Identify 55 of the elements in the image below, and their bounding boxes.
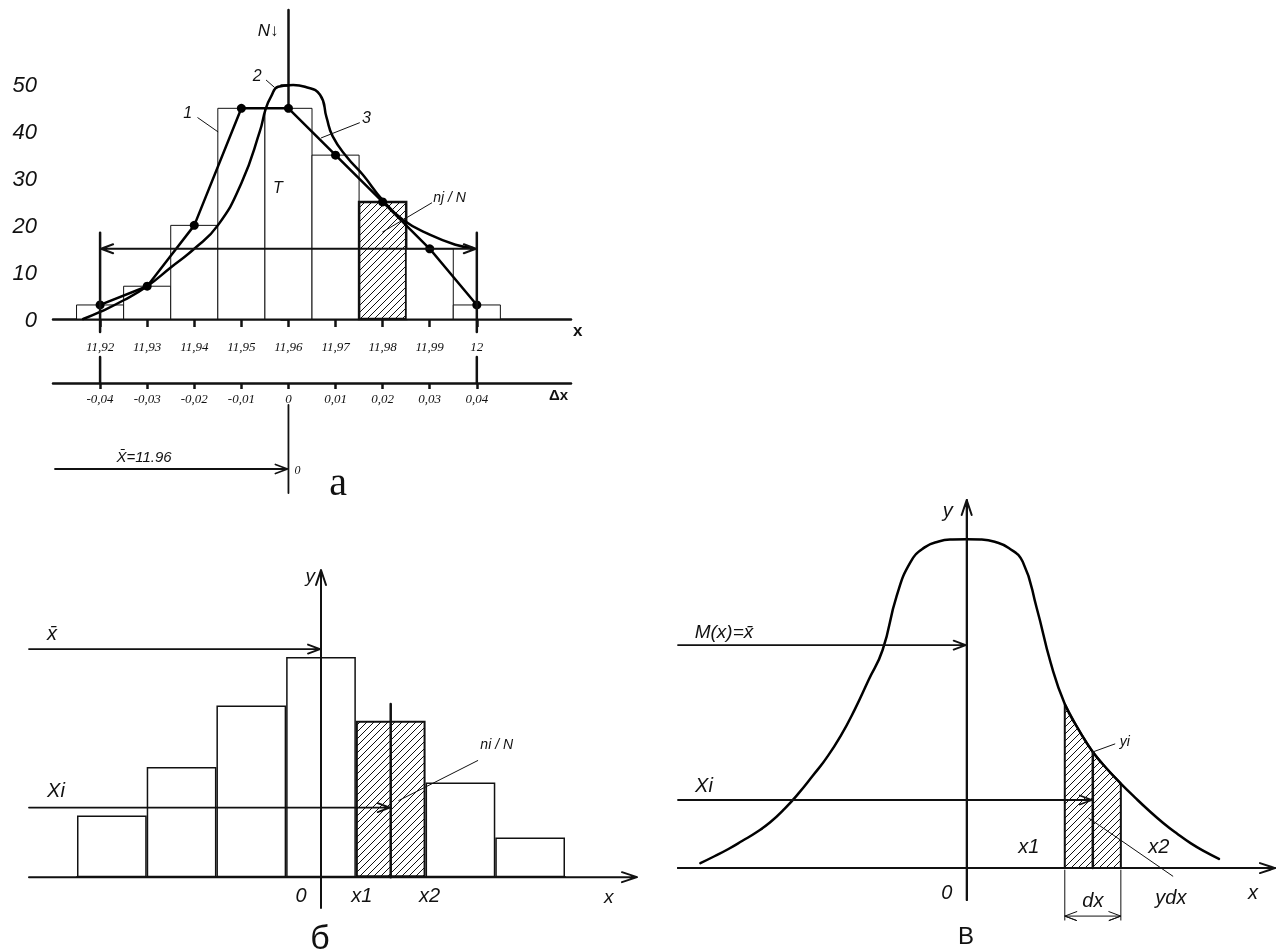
text: x2 — [418, 884, 441, 907]
annotation: x2 — [1147, 835, 1170, 858]
x-tick-label: 11,98 — [368, 339, 398, 354]
text: X̄=11.96 — [115, 447, 173, 465]
x2-tick-label: -0,01 — [227, 391, 255, 406]
annotation: ni / N — [480, 735, 514, 752]
x-tick-label: 11,97 — [321, 339, 351, 354]
annotation: yi — [1118, 732, 1131, 749]
y-tick-label: 40 — [12, 119, 38, 145]
x2-tick-label: 0,04 — [465, 391, 489, 406]
x-axis-title: x — [573, 321, 583, 340]
x-tick-label: 12 — [470, 339, 484, 354]
annotation: nj / N — [433, 188, 467, 205]
annotation: 3 — [361, 109, 371, 127]
x2-tick-label: 0,03 — [418, 391, 442, 406]
x-axis-title: x — [603, 886, 615, 908]
x-axis-title: x — [1247, 881, 1259, 904]
text: dx — [1082, 889, 1105, 912]
y-axis-title: y — [940, 499, 954, 521]
text: 0 — [941, 881, 953, 904]
x-tick-label: 11,96 — [274, 339, 304, 354]
x-tick-label: 11,92 — [85, 339, 115, 354]
x2-tick-label: 0,02 — [371, 391, 395, 406]
annotation: 1 — [183, 104, 193, 122]
annotation: Xi — [694, 774, 714, 796]
x-tick-label: 11,94 — [180, 339, 209, 354]
x-tick-label: 11,99 — [415, 339, 445, 354]
annotation: M(x)=x̄ — [694, 620, 755, 642]
text: б — [310, 918, 330, 952]
x2-tick-label: -0,03 — [133, 391, 162, 406]
x2-tick-label: -0,02 — [180, 391, 209, 406]
x2-tick-label: 0 — [285, 391, 293, 406]
x2-tick-label: 0,01 — [324, 391, 347, 406]
y-tick-label: 0 — [24, 306, 38, 332]
text: 0 — [294, 463, 301, 477]
y-tick-label: 20 — [11, 212, 38, 238]
text: x1 — [350, 884, 373, 907]
text: x̄ — [46, 622, 58, 645]
text: а — [329, 458, 348, 504]
y-axis-title: N↓ — [257, 20, 279, 40]
annotation: 2 — [251, 66, 262, 84]
x-tick-label: 11,95 — [227, 339, 256, 354]
annotation: T — [272, 179, 284, 197]
text: В — [957, 921, 975, 949]
text: 0 — [295, 884, 307, 907]
text: Xi — [46, 778, 66, 801]
text: ydx — [1153, 886, 1188, 909]
y-axis-title: y — [303, 564, 317, 586]
y-tick-label: 30 — [12, 166, 38, 192]
annotation: x1 — [1017, 835, 1040, 858]
x-tick-label: 11,93 — [133, 339, 162, 354]
x2-axis-title: Δx — [549, 386, 569, 403]
y-tick-label: 10 — [12, 259, 38, 285]
y-tick-label: 50 — [12, 72, 38, 98]
x2-tick-label: -0,04 — [86, 391, 115, 406]
